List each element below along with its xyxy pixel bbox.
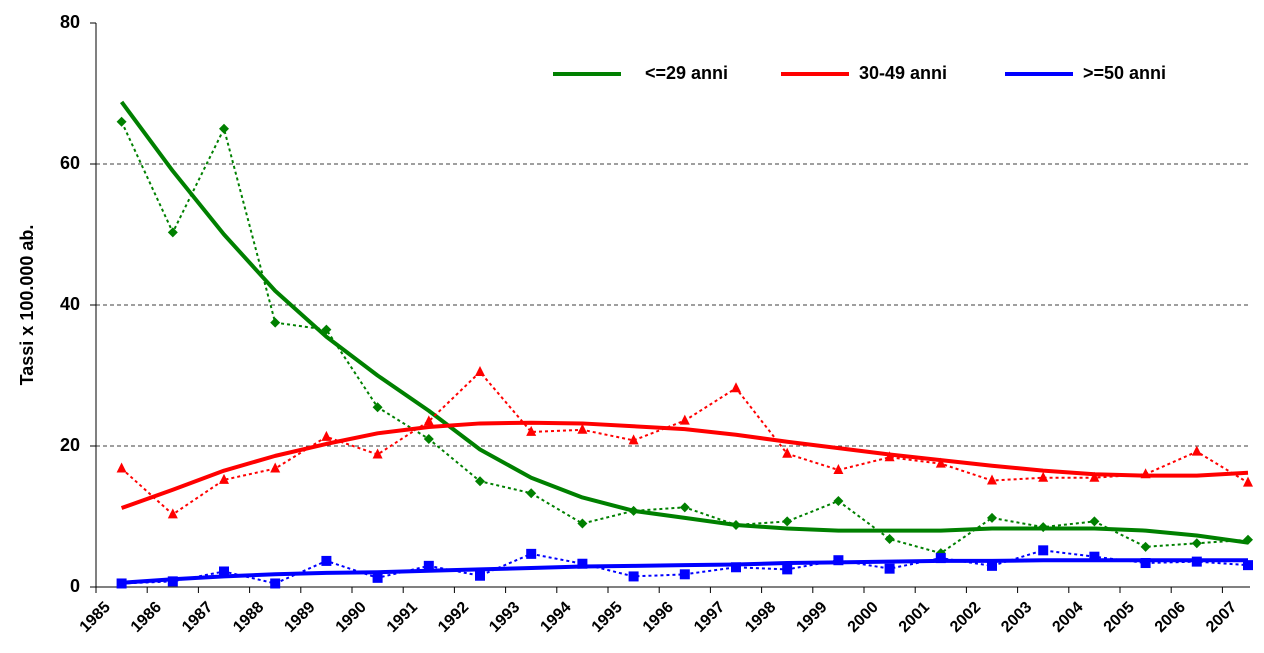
- data-point: [731, 382, 741, 393]
- trend-line: [119, 100, 1249, 545]
- data-point: [1140, 541, 1151, 552]
- data-point: [628, 571, 639, 582]
- data-point: [270, 317, 281, 328]
- data-point: [219, 473, 229, 484]
- data-point: [731, 562, 741, 573]
- observed-line: [120, 121, 1249, 555]
- x-tick-label: 1992: [435, 599, 472, 636]
- x-tick-label: 1998: [742, 599, 779, 636]
- y-tick-label: 80: [60, 12, 80, 32]
- trend-line: [120, 420, 1249, 510]
- x-tick-label: 1995: [589, 599, 626, 636]
- data-point: [270, 462, 281, 473]
- x-tick-label: 2001: [896, 599, 933, 636]
- x-tick-label: 1989: [281, 599, 318, 636]
- y-tick-label: 0: [70, 576, 80, 596]
- data-point: [116, 462, 127, 473]
- data-point: [526, 488, 537, 499]
- y-tick-label: 20: [60, 435, 80, 455]
- data-point: [628, 434, 639, 445]
- data-point: [782, 447, 793, 458]
- data-point: [1038, 471, 1049, 482]
- data-point: [526, 425, 537, 436]
- data-point: [321, 430, 332, 441]
- x-tick-label: 1994: [537, 599, 574, 636]
- data-point: [884, 534, 895, 545]
- x-tick-label: 1999: [793, 599, 830, 636]
- data-point: [987, 560, 997, 571]
- data-point: [577, 518, 588, 529]
- x-tick-label: 2007: [1203, 599, 1240, 636]
- data-point: [833, 495, 844, 506]
- data-point: [423, 560, 434, 571]
- data-point: [321, 555, 332, 566]
- data-point: [782, 516, 793, 527]
- x-tick-label: 2005: [1101, 599, 1138, 636]
- x-tick-label: 1990: [333, 599, 370, 636]
- data-point: [1243, 476, 1253, 487]
- x-tick-label: 1996: [640, 599, 677, 636]
- data-point: [987, 474, 997, 485]
- data-point: [987, 512, 997, 523]
- x-tick-label: 1997: [691, 599, 728, 636]
- data-point: [1191, 445, 1202, 456]
- data-point: [577, 558, 588, 569]
- x-tick-label: 2002: [947, 599, 984, 636]
- data-point: [372, 448, 383, 459]
- y-tick-label: 60: [60, 153, 80, 173]
- y-axis-label: Tassi x 100.000 ab.: [17, 225, 37, 386]
- legend-label: 30-49 anni: [859, 63, 947, 83]
- data-point: [935, 457, 946, 468]
- legend-label: >=50 anni: [1083, 63, 1166, 83]
- data-point: [1089, 516, 1100, 527]
- data-point: [423, 433, 434, 444]
- data-point: [577, 423, 588, 434]
- data-point: [679, 414, 690, 425]
- x-tick-label: 2004: [1049, 599, 1086, 636]
- data-point: [782, 564, 793, 575]
- data-point: [372, 402, 383, 413]
- data-point: [475, 365, 485, 376]
- legend-label: <=29 anni: [645, 63, 728, 83]
- data-point: [679, 502, 690, 513]
- data-point: [1089, 551, 1100, 562]
- data-point: [526, 548, 537, 559]
- x-tick-label: 1988: [230, 599, 267, 636]
- data-point: [372, 572, 383, 583]
- data-point: [116, 116, 127, 127]
- y-tick-label: 40: [60, 294, 80, 314]
- data-point: [1140, 558, 1151, 569]
- data-point: [167, 576, 178, 587]
- data-point: [475, 570, 485, 581]
- data-point: [167, 508, 178, 519]
- data-point: [1191, 538, 1202, 549]
- data-point: [1038, 545, 1049, 556]
- data-point: [1089, 471, 1100, 482]
- data-point: [116, 578, 127, 589]
- observed-line: [120, 370, 1249, 516]
- data-point: [679, 569, 690, 580]
- data-point: [475, 476, 485, 487]
- data-point: [833, 555, 844, 566]
- x-tick-label: 1993: [486, 599, 523, 636]
- data-point: [167, 227, 178, 238]
- x-tick-label: 2000: [845, 599, 882, 636]
- x-tick-label: 1985: [77, 599, 114, 636]
- data-point: [219, 123, 229, 134]
- data-point: [1243, 560, 1253, 571]
- data-point: [935, 553, 946, 564]
- x-tick-label: 1987: [179, 599, 216, 636]
- trend-line: [121, 558, 1248, 585]
- data-point: [270, 578, 281, 589]
- data-point: [219, 566, 229, 577]
- x-tick-label: 2006: [1152, 599, 1189, 636]
- data-point: [833, 463, 844, 474]
- x-tick-label: 2003: [998, 599, 1035, 636]
- x-tick-label: 1986: [128, 599, 165, 636]
- data-point: [423, 415, 434, 426]
- data-point: [884, 563, 895, 574]
- x-tick-label: 1991: [384, 599, 421, 636]
